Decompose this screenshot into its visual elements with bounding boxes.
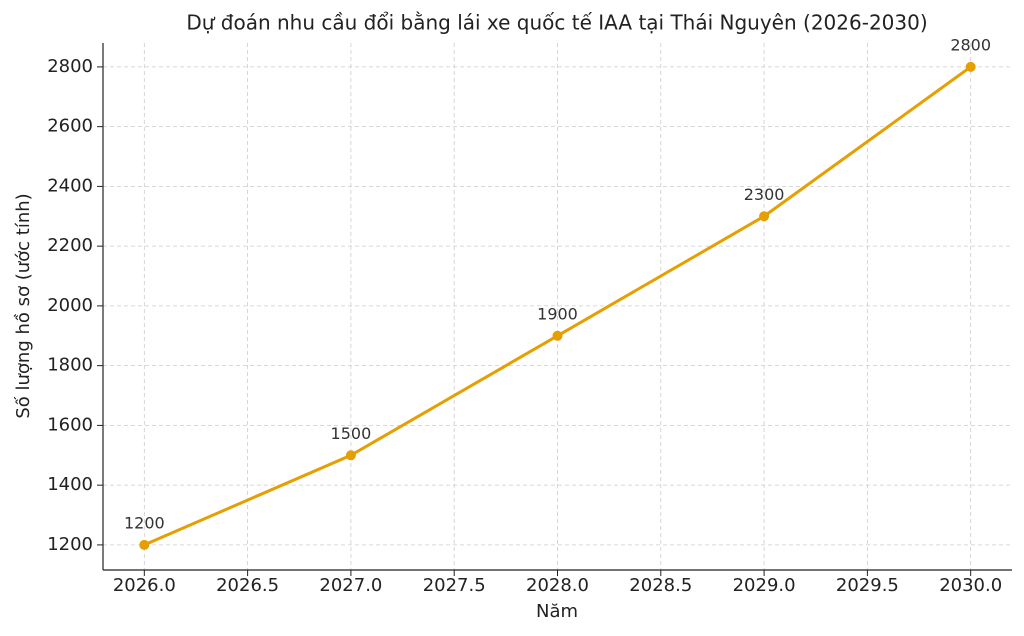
data-label: 1500 [331, 424, 372, 443]
x-tick-label: 2028.5 [629, 575, 692, 596]
x-tick-label: 2029.5 [836, 575, 899, 596]
y-tick-label: 1800 [47, 355, 93, 376]
data-label: 2800 [950, 35, 991, 54]
y-tick-label: 2400 [47, 175, 93, 196]
y-axis-label: Số lượng hồ sơ (ước tính) [13, 193, 34, 418]
y-tick-label: 1600 [47, 414, 93, 435]
data-label: 1900 [537, 304, 578, 323]
x-tick-label: 2028.0 [526, 575, 589, 596]
data-label: 1200 [124, 513, 165, 532]
x-tick-label: 2027.0 [319, 575, 382, 596]
y-tick-label: 2800 [47, 56, 93, 77]
point [139, 539, 150, 550]
chart-title: Dự đoán nhu cầu đổi bằng lái xe quốc tế … [186, 11, 927, 35]
point [965, 61, 976, 72]
x-tick-label: 2030.0 [939, 575, 1002, 596]
y-tick-label: 1200 [47, 534, 93, 555]
y-tick-label: 2000 [47, 295, 93, 316]
x-tick-label: 2026.5 [216, 575, 279, 596]
y-tick-label: 2200 [47, 235, 93, 256]
data-label: 2300 [744, 185, 785, 204]
y-tick-label: 1400 [47, 474, 93, 495]
point [552, 330, 563, 341]
x-tick-label: 2029.0 [733, 575, 796, 596]
point [759, 211, 770, 222]
x-tick-label: 2026.0 [113, 575, 176, 596]
y-tick-label: 2600 [47, 116, 93, 137]
x-tick-label: 2027.5 [423, 575, 486, 596]
x-axis-label: Năm [536, 601, 578, 622]
point [345, 450, 356, 461]
